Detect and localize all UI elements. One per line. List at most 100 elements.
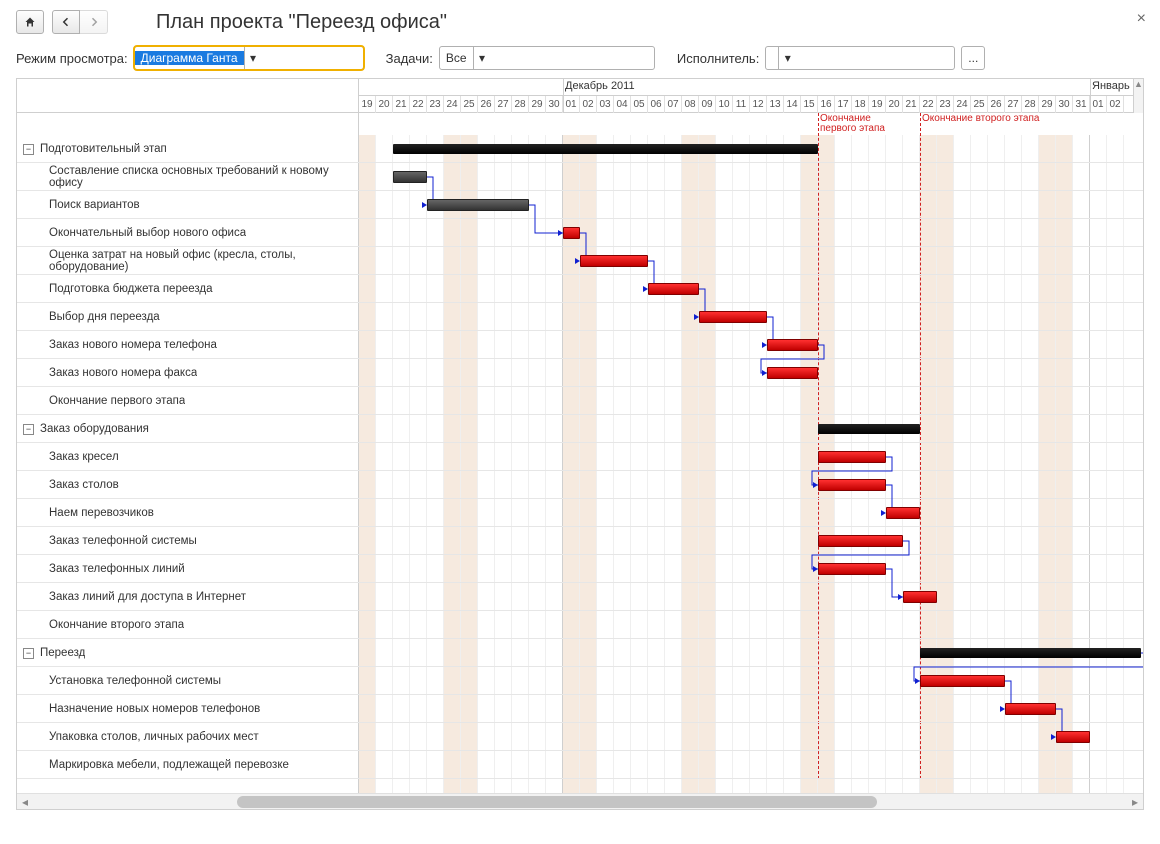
home-icon — [24, 16, 36, 28]
day-header: 22 — [920, 96, 937, 113]
nav-group — [52, 10, 108, 34]
task-label: Наем перевозчиков — [49, 507, 154, 519]
day-header: 02 — [580, 96, 597, 113]
gantt-bar[interactable] — [886, 507, 920, 519]
gantt-bar[interactable] — [767, 339, 818, 351]
task-row[interactable]: Окончательный выбор нового офиса — [17, 219, 359, 247]
task-label: Окончание второго этапа — [49, 619, 184, 631]
task-label: Заказ столов — [49, 479, 119, 491]
day-header: 20 — [376, 96, 393, 113]
gantt-rows: −Подготовительный этапСоставление списка… — [17, 135, 1143, 793]
chevron-down-icon[interactable]: ▾ — [473, 47, 491, 69]
gantt-bar[interactable] — [393, 171, 427, 183]
task-row[interactable]: Заказ нового номера факса — [17, 359, 359, 387]
collapse-icon[interactable]: − — [23, 424, 34, 435]
filter-bar: Режим просмотра: Диаграмма Ганта ▾ Задач… — [16, 46, 1144, 70]
forward-button[interactable] — [80, 10, 108, 34]
gantt-bar[interactable] — [563, 227, 580, 239]
gantt-bar[interactable] — [648, 283, 699, 295]
day-header: 24 — [444, 96, 461, 113]
scroll-hint-icon: ▲ — [1133, 79, 1143, 113]
task-row[interactable]: Составление списка основных требований к… — [17, 163, 359, 191]
task-row[interactable]: Оценка затрат на новый офис (кресла, сто… — [17, 247, 359, 275]
task-row[interactable]: Наем перевозчиков — [17, 499, 359, 527]
collapse-icon[interactable]: − — [23, 648, 34, 659]
gantt-bar[interactable] — [427, 199, 529, 211]
month-label: Январь — [1090, 80, 1130, 92]
task-row[interactable]: Заказ кресел — [17, 443, 359, 471]
day-header: 15 — [801, 96, 818, 113]
gantt-bar[interactable] — [920, 648, 1141, 658]
day-header: 23 — [937, 96, 954, 113]
task-label: Поиск вариантов — [49, 199, 140, 211]
task-row[interactable]: Заказ нового номера телефона — [17, 331, 359, 359]
day-header: 09 — [699, 96, 716, 113]
day-header: 19 — [869, 96, 886, 113]
task-row[interactable]: Заказ телефонных линий — [17, 555, 359, 583]
task-row[interactable]: Заказ линий для доступа в Интернет — [17, 583, 359, 611]
task-row[interactable]: Подготовка бюджета переезда — [17, 275, 359, 303]
task-group-row[interactable]: −Переезд — [17, 639, 359, 667]
home-button[interactable] — [16, 10, 44, 34]
gantt-bar[interactable] — [1056, 731, 1090, 743]
day-header: 28 — [1022, 96, 1039, 113]
task-group-row[interactable]: −Подготовительный этап — [17, 135, 359, 163]
back-button[interactable] — [52, 10, 80, 34]
task-label: Заказ кресел — [49, 451, 119, 463]
chevron-down-icon[interactable]: ▾ — [778, 47, 796, 69]
gantt-bar[interactable] — [818, 479, 886, 491]
task-row[interactable]: Выбор дня переезда — [17, 303, 359, 331]
tasks-select[interactable]: Все ▾ — [439, 46, 655, 70]
day-header: 26 — [478, 96, 495, 113]
gantt-bar[interactable] — [818, 563, 886, 575]
view-mode-value: Диаграмма Ганта — [135, 51, 244, 65]
task-row[interactable]: Заказ столов — [17, 471, 359, 499]
day-header: 26 — [988, 96, 1005, 113]
gantt-bar[interactable] — [818, 535, 903, 547]
gantt-bar[interactable] — [1005, 703, 1056, 715]
gantt-bar[interactable] — [818, 451, 886, 463]
close-icon[interactable]: × — [1137, 10, 1146, 28]
day-header: 30 — [546, 96, 563, 113]
scroll-right-icon[interactable]: ▸ — [1127, 794, 1143, 810]
gantt-bar[interactable] — [699, 311, 767, 323]
task-label: Заказ телефонных линий — [49, 563, 185, 575]
tasks-label: Задачи: — [386, 51, 433, 66]
performer-select[interactable]: ▾ — [765, 46, 955, 70]
gantt-bar[interactable] — [903, 591, 937, 603]
task-row[interactable]: Заказ телефонной системы — [17, 527, 359, 555]
chevron-down-icon[interactable]: ▾ — [244, 47, 262, 69]
task-group-row[interactable]: −Заказ оборудования — [17, 415, 359, 443]
scroll-left-icon[interactable]: ◂ — [17, 794, 33, 810]
project-plan-window: × План проекта "Переезд офиса" Режим про… — [0, 0, 1160, 844]
task-row[interactable]: Назначение новых номеров телефонов — [17, 695, 359, 723]
task-row[interactable]: Окончание первого этапа — [17, 387, 359, 415]
day-header: 27 — [495, 96, 512, 113]
day-header: 03 — [597, 96, 614, 113]
task-row[interactable]: Маркировка мебели, подлежащей перевозке — [17, 751, 359, 779]
gantt-bar[interactable] — [767, 367, 818, 379]
task-row[interactable]: Упаковка столов, личных рабочих мест — [17, 723, 359, 751]
day-header: 14 — [784, 96, 801, 113]
gantt-bar[interactable] — [920, 675, 1005, 687]
day-header: 10 — [716, 96, 733, 113]
day-header: 31 — [1073, 96, 1090, 113]
task-label: Заказ телефонной системы — [49, 535, 197, 547]
task-column-header — [17, 79, 358, 113]
task-label: Оценка затрат на новый офис (кресла, сто… — [49, 249, 353, 273]
day-header: 16 — [818, 96, 835, 113]
view-mode-select[interactable]: Диаграмма Ганта ▾ — [134, 46, 364, 70]
day-header: 07 — [665, 96, 682, 113]
day-header: 28 — [512, 96, 529, 113]
collapse-icon[interactable]: − — [23, 144, 34, 155]
arrow-left-icon — [60, 16, 72, 28]
performer-more-button[interactable]: ... — [961, 46, 985, 70]
task-row[interactable]: Поиск вариантов — [17, 191, 359, 219]
gantt-bar[interactable] — [818, 424, 920, 434]
task-row[interactable]: Окончание второго этапа — [17, 611, 359, 639]
horizontal-scrollbar[interactable]: ◂ ▸ — [17, 793, 1143, 809]
gantt-bar[interactable] — [580, 255, 648, 267]
task-row[interactable]: Установка телефонной системы — [17, 667, 359, 695]
gantt-bar[interactable] — [393, 144, 818, 154]
scrollbar-thumb[interactable] — [237, 796, 877, 808]
